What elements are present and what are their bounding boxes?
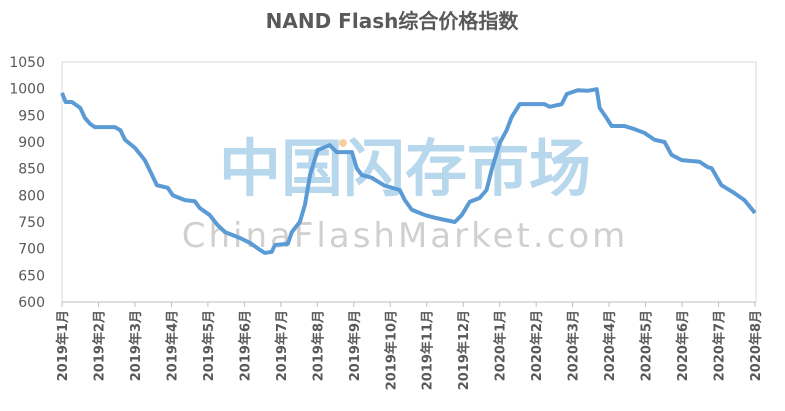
y-tick-label: 750	[18, 215, 45, 231]
watermark: 中国闪存市场	[219, 132, 591, 205]
x-tick-label: 2019年11月	[420, 310, 436, 390]
y-tick-label: 800	[18, 188, 45, 204]
y-tick-label: 650	[18, 268, 45, 284]
y-tick-label: 1050	[9, 55, 45, 71]
x-tick-label: 2020年8月	[748, 310, 764, 381]
x-tick-label: 2019年4月	[164, 310, 180, 381]
x-tick-label: 2019年12月	[456, 310, 472, 390]
x-tick-label: 2019年2月	[91, 310, 107, 381]
series-line	[60, 87, 757, 255]
x-tick-label: 2020年3月	[566, 310, 582, 381]
y-tick-label: 950	[18, 108, 45, 124]
y-tick-label: 850	[18, 162, 45, 178]
x-tick-label: 2019年7月	[274, 310, 290, 381]
y-tick-label: 1000	[9, 82, 45, 98]
x-tick-label: 2019年1月	[55, 310, 71, 381]
x-tick-label: 2019年5月	[201, 310, 217, 381]
y-tick-label: 700	[18, 242, 45, 258]
x-tick-label: 2019年8月	[310, 310, 326, 381]
chart-title: NAND Flash综合价格指数	[266, 9, 520, 33]
x-tick-label: 2019年6月	[237, 310, 253, 381]
watermark-dot	[339, 139, 347, 147]
x-tick-label: 2020年2月	[529, 310, 545, 381]
x-tick-label: 2020年4月	[602, 310, 618, 381]
x-tick-label: 2019年3月	[128, 310, 144, 381]
x-tick-label: 2020年1月	[493, 310, 509, 381]
watermark-sub: ChinaFlashMarket.com	[182, 216, 629, 256]
x-tick-label: 2020年5月	[639, 310, 655, 381]
x-tick-label: 2019年9月	[347, 310, 363, 381]
x-tick-label: 2020年6月	[675, 310, 691, 381]
y-tick-label: 600	[18, 295, 45, 311]
y-tick-label: 900	[18, 135, 45, 151]
x-tick-label: 2019年10月	[383, 310, 399, 390]
x-tick-label: 2020年7月	[712, 310, 728, 381]
